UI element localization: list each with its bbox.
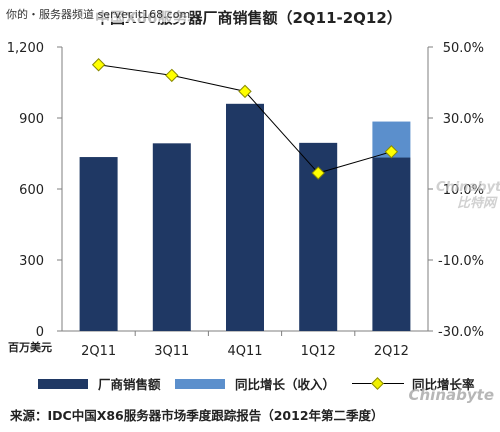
legend-label-growth-rate: 同比增长率 <box>412 377 475 392</box>
legend-swatch-sales <box>38 378 88 389</box>
bar-sales <box>152 143 191 331</box>
legend-item-growth-revenue: 同比增长（收入） <box>175 374 335 393</box>
growth-rate-marker <box>165 68 179 83</box>
bar-sales <box>79 157 118 331</box>
growth-rate-marker <box>384 145 399 159</box>
chart-legend: 厂商销售额 同比增长（收入） 同比增长率 <box>0 370 500 396</box>
y2-tick-label: 50.0% <box>443 41 484 56</box>
chinabyte-side-logo: Chinabyte 比特网 <box>436 180 500 211</box>
legend-label-growth-revenue: 同比增长（收入） <box>235 377 336 392</box>
growth-rate-marker <box>91 58 106 72</box>
y2-tick-label: -30.0% <box>438 325 484 340</box>
bar-sales <box>226 103 264 331</box>
legend-swatch-growth-revenue <box>175 378 225 389</box>
growth-rate-marker <box>238 84 252 99</box>
bar-sales <box>372 157 411 331</box>
y-tick-label: 0 <box>36 325 44 340</box>
chinabyte-logo: Chinabyte <box>408 386 495 404</box>
y2-tick-label: 30.0% <box>443 112 484 127</box>
y-tick-label: 900 <box>19 112 44 127</box>
chart-plot: 0 300 600 900 1,200 -30.0% -10.0% 10.0% 30.0% 50.… <box>7 41 484 359</box>
y-tick-label: 300 <box>19 254 44 269</box>
x-tick-label: 1Q12 <box>301 344 336 359</box>
legend-item-growth-rate: 同比增长率 <box>352 374 475 393</box>
y2-tick-label: 10.0% <box>443 183 484 198</box>
legend-line-marker-icon <box>352 378 404 390</box>
legend-label-sales: 厂商销售额 <box>98 377 161 392</box>
legend-item-sales: 厂商销售额 <box>38 374 161 393</box>
y2-tick-label: -10.0% <box>438 254 484 269</box>
y-tick-label: 1,200 <box>7 41 44 56</box>
y-axis-unit-label: 百万美元 <box>8 340 52 354</box>
y-tick-label: 600 <box>19 183 44 198</box>
top-watermark-text: 你的・服务器频道 server.it168.com <box>6 6 191 22</box>
x-tick-label: 3Q11 <box>154 344 189 359</box>
source-note: 来源：IDC中国X86服务器市场季度跟踪报告（2012年第二季度） <box>10 408 384 423</box>
x-tick-label: 2Q11 <box>81 344 116 359</box>
x-tick-label: 2Q12 <box>374 344 409 359</box>
growth-rate-marker <box>311 166 325 180</box>
x-tick-label: 4Q11 <box>227 344 262 359</box>
